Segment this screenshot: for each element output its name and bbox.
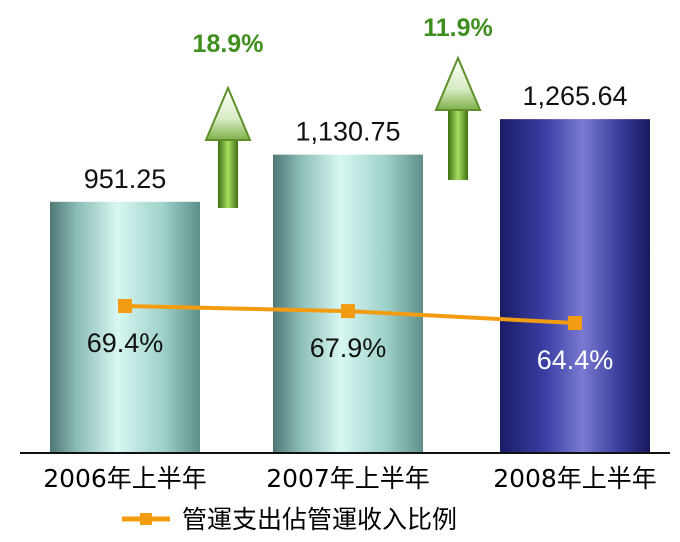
legend-label: 管運支出佔管運收入比例 — [182, 505, 457, 534]
ratio-label-2: 67.9% — [310, 333, 387, 363]
bars: 951.25 1,130.75 1,265.64 — [50, 81, 650, 453]
bar-value-label-3: 1,265.64 — [522, 81, 627, 111]
growth-arrow-shaft-2 — [448, 109, 468, 180]
ratio-label-3: 64.4% — [537, 345, 614, 375]
ratio-label-1: 69.4% — [87, 328, 164, 358]
ratio-point-1 — [118, 299, 132, 313]
category-label-2: 2007年上半年 — [266, 464, 430, 493]
ratio-line-series: 69.4% 67.9% 64.4% — [87, 299, 614, 375]
legend-marker-swatch — [140, 513, 152, 525]
growth-arrow-head-1 — [204, 85, 252, 141]
growth-label-2: 11.9% — [423, 14, 493, 42]
bar-value-label-2: 1,130.75 — [295, 117, 400, 147]
category-label-1: 2006年上半年 — [43, 464, 207, 493]
growth-arrow-1: 18.9% — [193, 30, 264, 208]
growth-arrow-shaft-1 — [218, 139, 238, 208]
legend: 管運支出佔管運收入比例 — [122, 505, 457, 534]
growth-arrow-head-2 — [434, 55, 482, 111]
ratio-point-3 — [568, 316, 582, 330]
growth-arrow-2: 11.9% — [423, 14, 493, 180]
bar-3 — [500, 119, 650, 452]
x-axis-labels: 2006年上半年 2007年上半年 2008年上半年 — [43, 464, 657, 493]
category-label-3: 2008年上半年 — [493, 464, 657, 493]
bar-2 — [273, 154, 423, 453]
ratio-point-2 — [341, 304, 355, 319]
growth-label-1: 18.9% — [193, 30, 264, 58]
bar-value-label-1: 951.25 — [84, 164, 167, 194]
bar-1 — [50, 201, 200, 452]
growth-arrows: 18.9% 11.9% — [193, 14, 493, 208]
